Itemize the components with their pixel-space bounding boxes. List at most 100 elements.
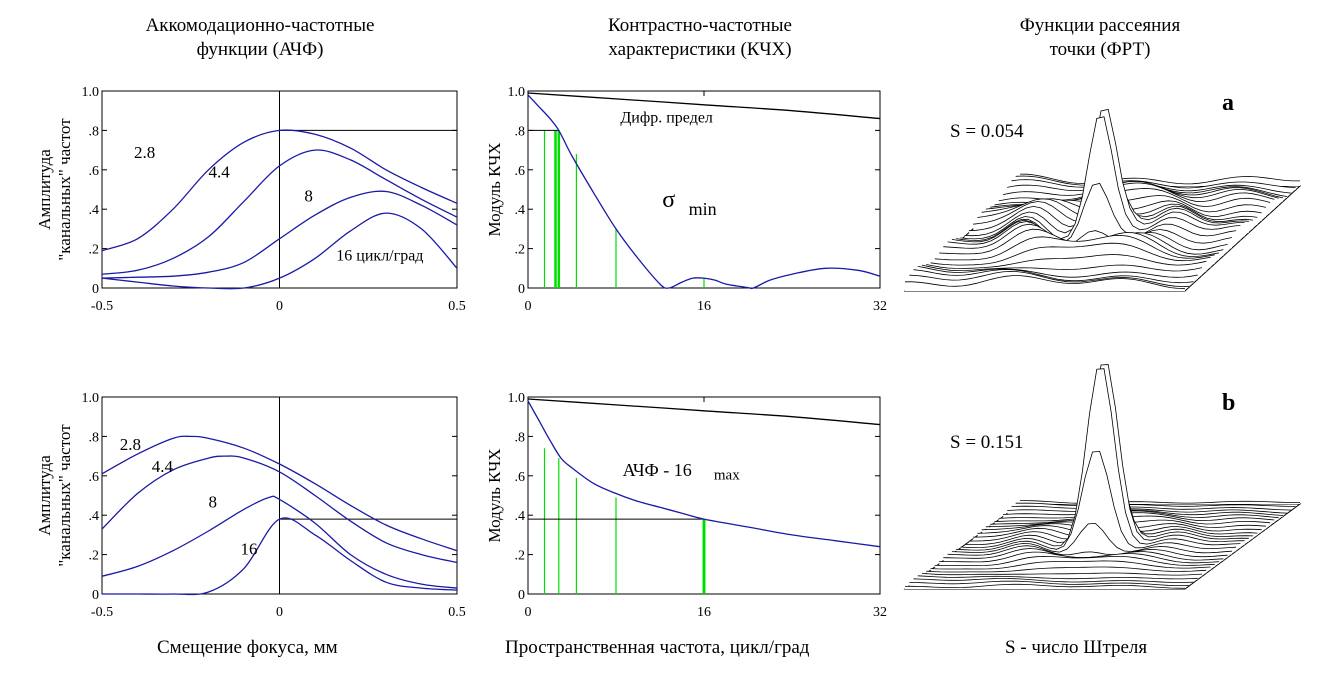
- y-tick-label: .2: [89, 243, 100, 258]
- psf-row-line: [909, 270, 1190, 287]
- y-axis-label-line1: Амплитуда: [35, 455, 54, 536]
- y-tick-label: 1.0: [82, 85, 100, 100]
- psf-row-line: [934, 234, 1215, 261]
- psf-row-line: [1019, 173, 1300, 185]
- psf-row-line: [917, 266, 1198, 278]
- title-afc: Аккомодационно-частотные функции (АЧФ): [110, 14, 410, 62]
- psf-row-line: [921, 572, 1203, 576]
- psf-row-line: [956, 450, 1237, 551]
- title-mtf-line1: Контрастно-частотные: [608, 15, 792, 36]
- x-tick-label: -0.5: [91, 605, 113, 620]
- xlabel-strehl: S - число Штреля: [1005, 637, 1148, 658]
- afc-curve-4: [102, 517, 458, 596]
- afc-curve-3: [101, 190, 458, 279]
- y-tick-label: .6: [89, 164, 100, 179]
- x-tick-label: 0: [525, 299, 532, 314]
- psf-surface-a: [903, 108, 1302, 292]
- title-mtf: Контрастно-частотные характеристики (КЧХ…: [550, 14, 850, 62]
- psf-row-line: [964, 364, 1245, 545]
- x-tick-label: -0.5: [91, 299, 113, 314]
- mtf-curve: [527, 400, 881, 548]
- y-tick-label: 1.0: [508, 85, 526, 100]
- psf-b-label: b: [1222, 390, 1235, 416]
- y-axis-label: Модуль КЧХ: [485, 448, 504, 542]
- x-tick-label: 16: [697, 605, 711, 620]
- psf-row-line: [1020, 500, 1300, 504]
- psf-row-mask: [956, 451, 1237, 552]
- psf-row-line: [909, 580, 1190, 586]
- psf-row-line: [926, 566, 1207, 573]
- psf-row-line: [951, 522, 1232, 554]
- y-tick-label: .2: [515, 549, 526, 564]
- diffraction-limit-curve: [527, 92, 881, 120]
- psf-row-mask: [913, 578, 1194, 583]
- y-tick-label: .8: [515, 430, 526, 445]
- y-tick-label: 0: [92, 588, 99, 603]
- x-tick-label: 16: [697, 299, 711, 314]
- title-afc-line2: функции (АЧФ): [196, 39, 324, 60]
- y-tick-label: 1.0: [508, 391, 526, 406]
- curve-label-2: 4.4: [152, 457, 174, 476]
- psf-row-line: [1011, 505, 1292, 511]
- x-tick-label: 0: [276, 605, 283, 620]
- y-tick-label: .4: [515, 203, 526, 218]
- psf-a-strehl: S = 0.054: [950, 121, 1024, 142]
- x-tick-label: 0.5: [448, 605, 466, 620]
- x-tick-label: 32: [873, 605, 887, 620]
- psf-row-line: [913, 578, 1194, 583]
- y-axis-label: Модуль КЧХ: [485, 142, 504, 236]
- title-mtf-line2: характеристики (КЧХ): [608, 39, 792, 60]
- psf-row-line: [998, 510, 1279, 519]
- chart-mtf_b: 0 .2 .4 .6 .8 1.0 0 16 32 Модуль КЧХ АЧФ - 16 max: [485, 391, 887, 620]
- psf-row-line: [930, 560, 1211, 570]
- psf-surface-b: [903, 364, 1302, 590]
- psf-row-mask: [930, 560, 1211, 571]
- chart-afc_a: 0 .2 .4 .6 .8 1.0 -0.5 0 0.5 2.8 4.4 8 16 цикл/град А…: [35, 85, 466, 314]
- curve-label-4: 16 цикл/град: [336, 247, 423, 264]
- title-psf-line2: точки (ФРТ): [1049, 39, 1151, 60]
- y-tick-label: .6: [89, 470, 100, 485]
- psf-row-line: [917, 575, 1198, 580]
- psf-row-line: [960, 116, 1241, 240]
- psf-row-line: [947, 545, 1228, 558]
- psf-row-line: [1002, 509, 1284, 516]
- psf-row-line: [921, 264, 1203, 272]
- afc-curve-2: [101, 149, 458, 275]
- afc-curve-3: [101, 495, 458, 589]
- y-tick-label: .4: [89, 509, 100, 524]
- mtf-curve: [527, 94, 881, 290]
- psf-a-label: a: [1222, 90, 1234, 116]
- y-tick-label: .6: [515, 164, 526, 179]
- psf-row-line: [939, 551, 1220, 564]
- xlabel-spatial-frequency: Пространственная частота, цикл/град: [505, 637, 810, 658]
- curve-label-3: 8: [304, 186, 313, 205]
- x-tick-label: 0: [276, 299, 283, 314]
- curve-label-1: 2.8: [134, 143, 155, 162]
- psf-row-mask: [922, 573, 1202, 577]
- psf-row-line: [994, 512, 1275, 522]
- chart-afc_b: 0 .2 .4 .6 .8 1.0 -0.5 0 0.5 2.8 4.4 8 16 Амплитуда "к…: [35, 391, 466, 620]
- psf-row-line: [1015, 175, 1296, 189]
- afc-curve-2: [101, 455, 458, 564]
- psf-row-mask: [960, 116, 1241, 241]
- title-psf-line1: Функции рассеяния: [1019, 15, 1181, 36]
- diffraction-limit-curve: [527, 398, 881, 426]
- psf-row-line: [926, 254, 1207, 269]
- y-tick-label: 0: [518, 588, 525, 603]
- y-tick-label: .8: [89, 124, 100, 139]
- y-tick-label: .4: [515, 509, 526, 524]
- annotation-sigma: σ: [662, 187, 675, 213]
- chart-mtf_a: 0 .2 .4 .6 .8 1.0 0 16 32 Модуль КЧХ Дифр. предел σ…: [485, 85, 887, 314]
- y-axis-label-line1: Амплитуда: [35, 149, 54, 230]
- psf-row-line: [1007, 508, 1288, 514]
- psf-row-line: [905, 275, 1186, 290]
- curve-label-4: 16: [240, 540, 257, 559]
- psf-row-line: [904, 583, 1186, 589]
- afc-curve-4: [101, 212, 458, 290]
- annotation-afc16-subscript: max: [714, 468, 740, 484]
- psf-row-line: [956, 182, 1237, 244]
- psf-row-line: [964, 108, 1245, 237]
- psf-row-line: [913, 269, 1194, 284]
- y-tick-label: .6: [515, 470, 526, 485]
